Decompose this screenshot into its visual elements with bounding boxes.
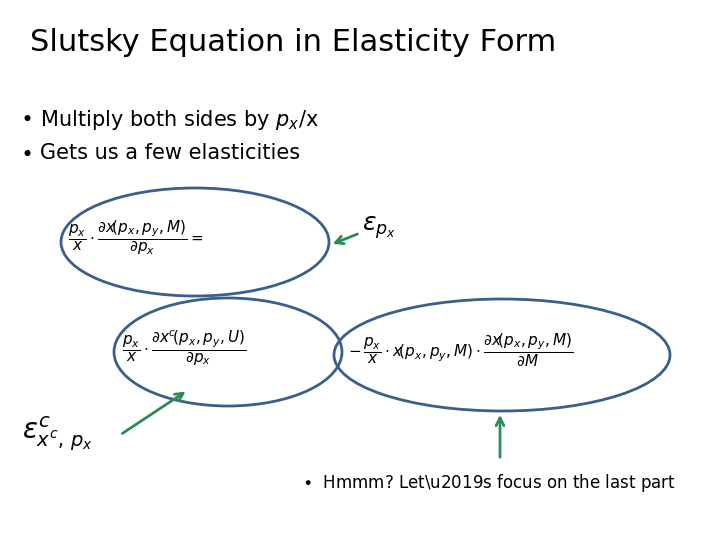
Text: $\dfrac{p_x}{x}\cdot\dfrac{\partial x\!\left(p_x,p_y,M\right)}{\partial p_x}=$: $\dfrac{p_x}{x}\cdot\dfrac{\partial x\!\… — [68, 219, 203, 257]
Text: $\varepsilon_{p_x}$: $\varepsilon_{p_x}$ — [362, 214, 396, 241]
Text: Multiply both sides by $p_x$/x: Multiply both sides by $p_x$/x — [40, 108, 319, 132]
Text: $\bullet$  Hmmm? Let\u2019s focus on the last part: $\bullet$ Hmmm? Let\u2019s focus on the … — [302, 472, 676, 494]
Text: Slutsky Equation in Elasticity Form: Slutsky Equation in Elasticity Form — [30, 28, 557, 57]
Text: $\varepsilon^c_{x^c,\,p_x}$: $\varepsilon^c_{x^c,\,p_x}$ — [22, 415, 93, 453]
Text: $-\,\dfrac{p_x}{x}\cdot x\!\left(p_x,p_y,M\right)\cdot\dfrac{\partial x\!\left(p: $-\,\dfrac{p_x}{x}\cdot x\!\left(p_x,p_y… — [348, 331, 573, 369]
Text: $\dfrac{p_x}{x}\cdot\dfrac{\partial x^c\!\left(p_x,p_y,U\right)}{\partial p_x}$: $\dfrac{p_x}{x}\cdot\dfrac{\partial x^c\… — [122, 328, 246, 368]
Text: $\bullet$: $\bullet$ — [20, 108, 32, 128]
Text: $\bullet$: $\bullet$ — [20, 143, 32, 163]
Text: Gets us a few elasticities: Gets us a few elasticities — [40, 143, 300, 163]
